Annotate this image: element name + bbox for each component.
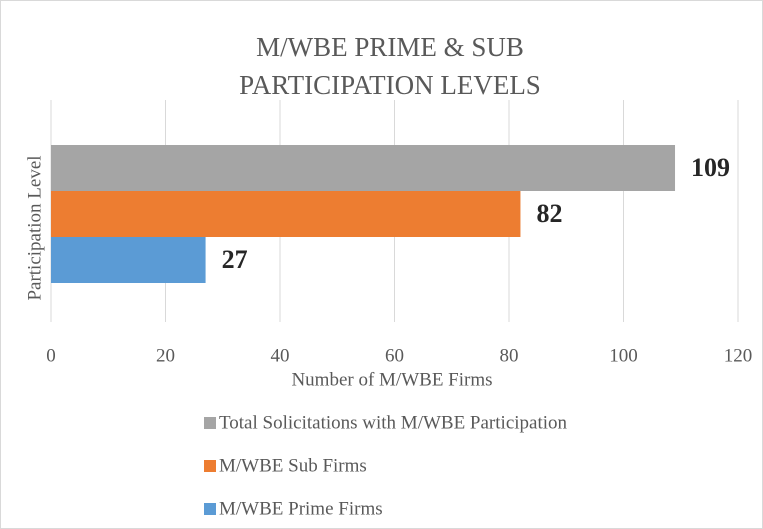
legend-swatch xyxy=(204,417,216,429)
bar xyxy=(51,145,676,191)
legend-label: M/WBE Sub Firms xyxy=(219,455,367,476)
x-axis-label: Number of M/WBE Firms xyxy=(291,369,492,390)
legend-label: M/WBE Prime Firms xyxy=(219,498,383,519)
x-tick-label: 0 xyxy=(46,345,56,366)
x-tick-label: 60 xyxy=(385,345,404,366)
x-tick-label: 80 xyxy=(500,345,519,366)
data-label: 109 xyxy=(691,153,730,182)
x-tick-label: 40 xyxy=(271,345,290,366)
x-tick-label: 120 xyxy=(724,345,753,366)
y-axis-label: Participation Level xyxy=(24,155,45,300)
legend-swatch xyxy=(204,503,216,515)
legend-label: Total Solicitations with M/WBE Participa… xyxy=(219,412,568,433)
bar xyxy=(51,191,521,237)
data-label: 82 xyxy=(536,199,562,228)
legend-swatch xyxy=(204,460,216,472)
data-label: 27 xyxy=(222,245,248,274)
x-tick-label: 100 xyxy=(609,345,638,366)
x-tick-label: 20 xyxy=(156,345,175,366)
bar xyxy=(51,237,206,283)
chart-title: M/WBE PRIME & SUB PARTICIPATION LEVELS xyxy=(239,32,541,100)
